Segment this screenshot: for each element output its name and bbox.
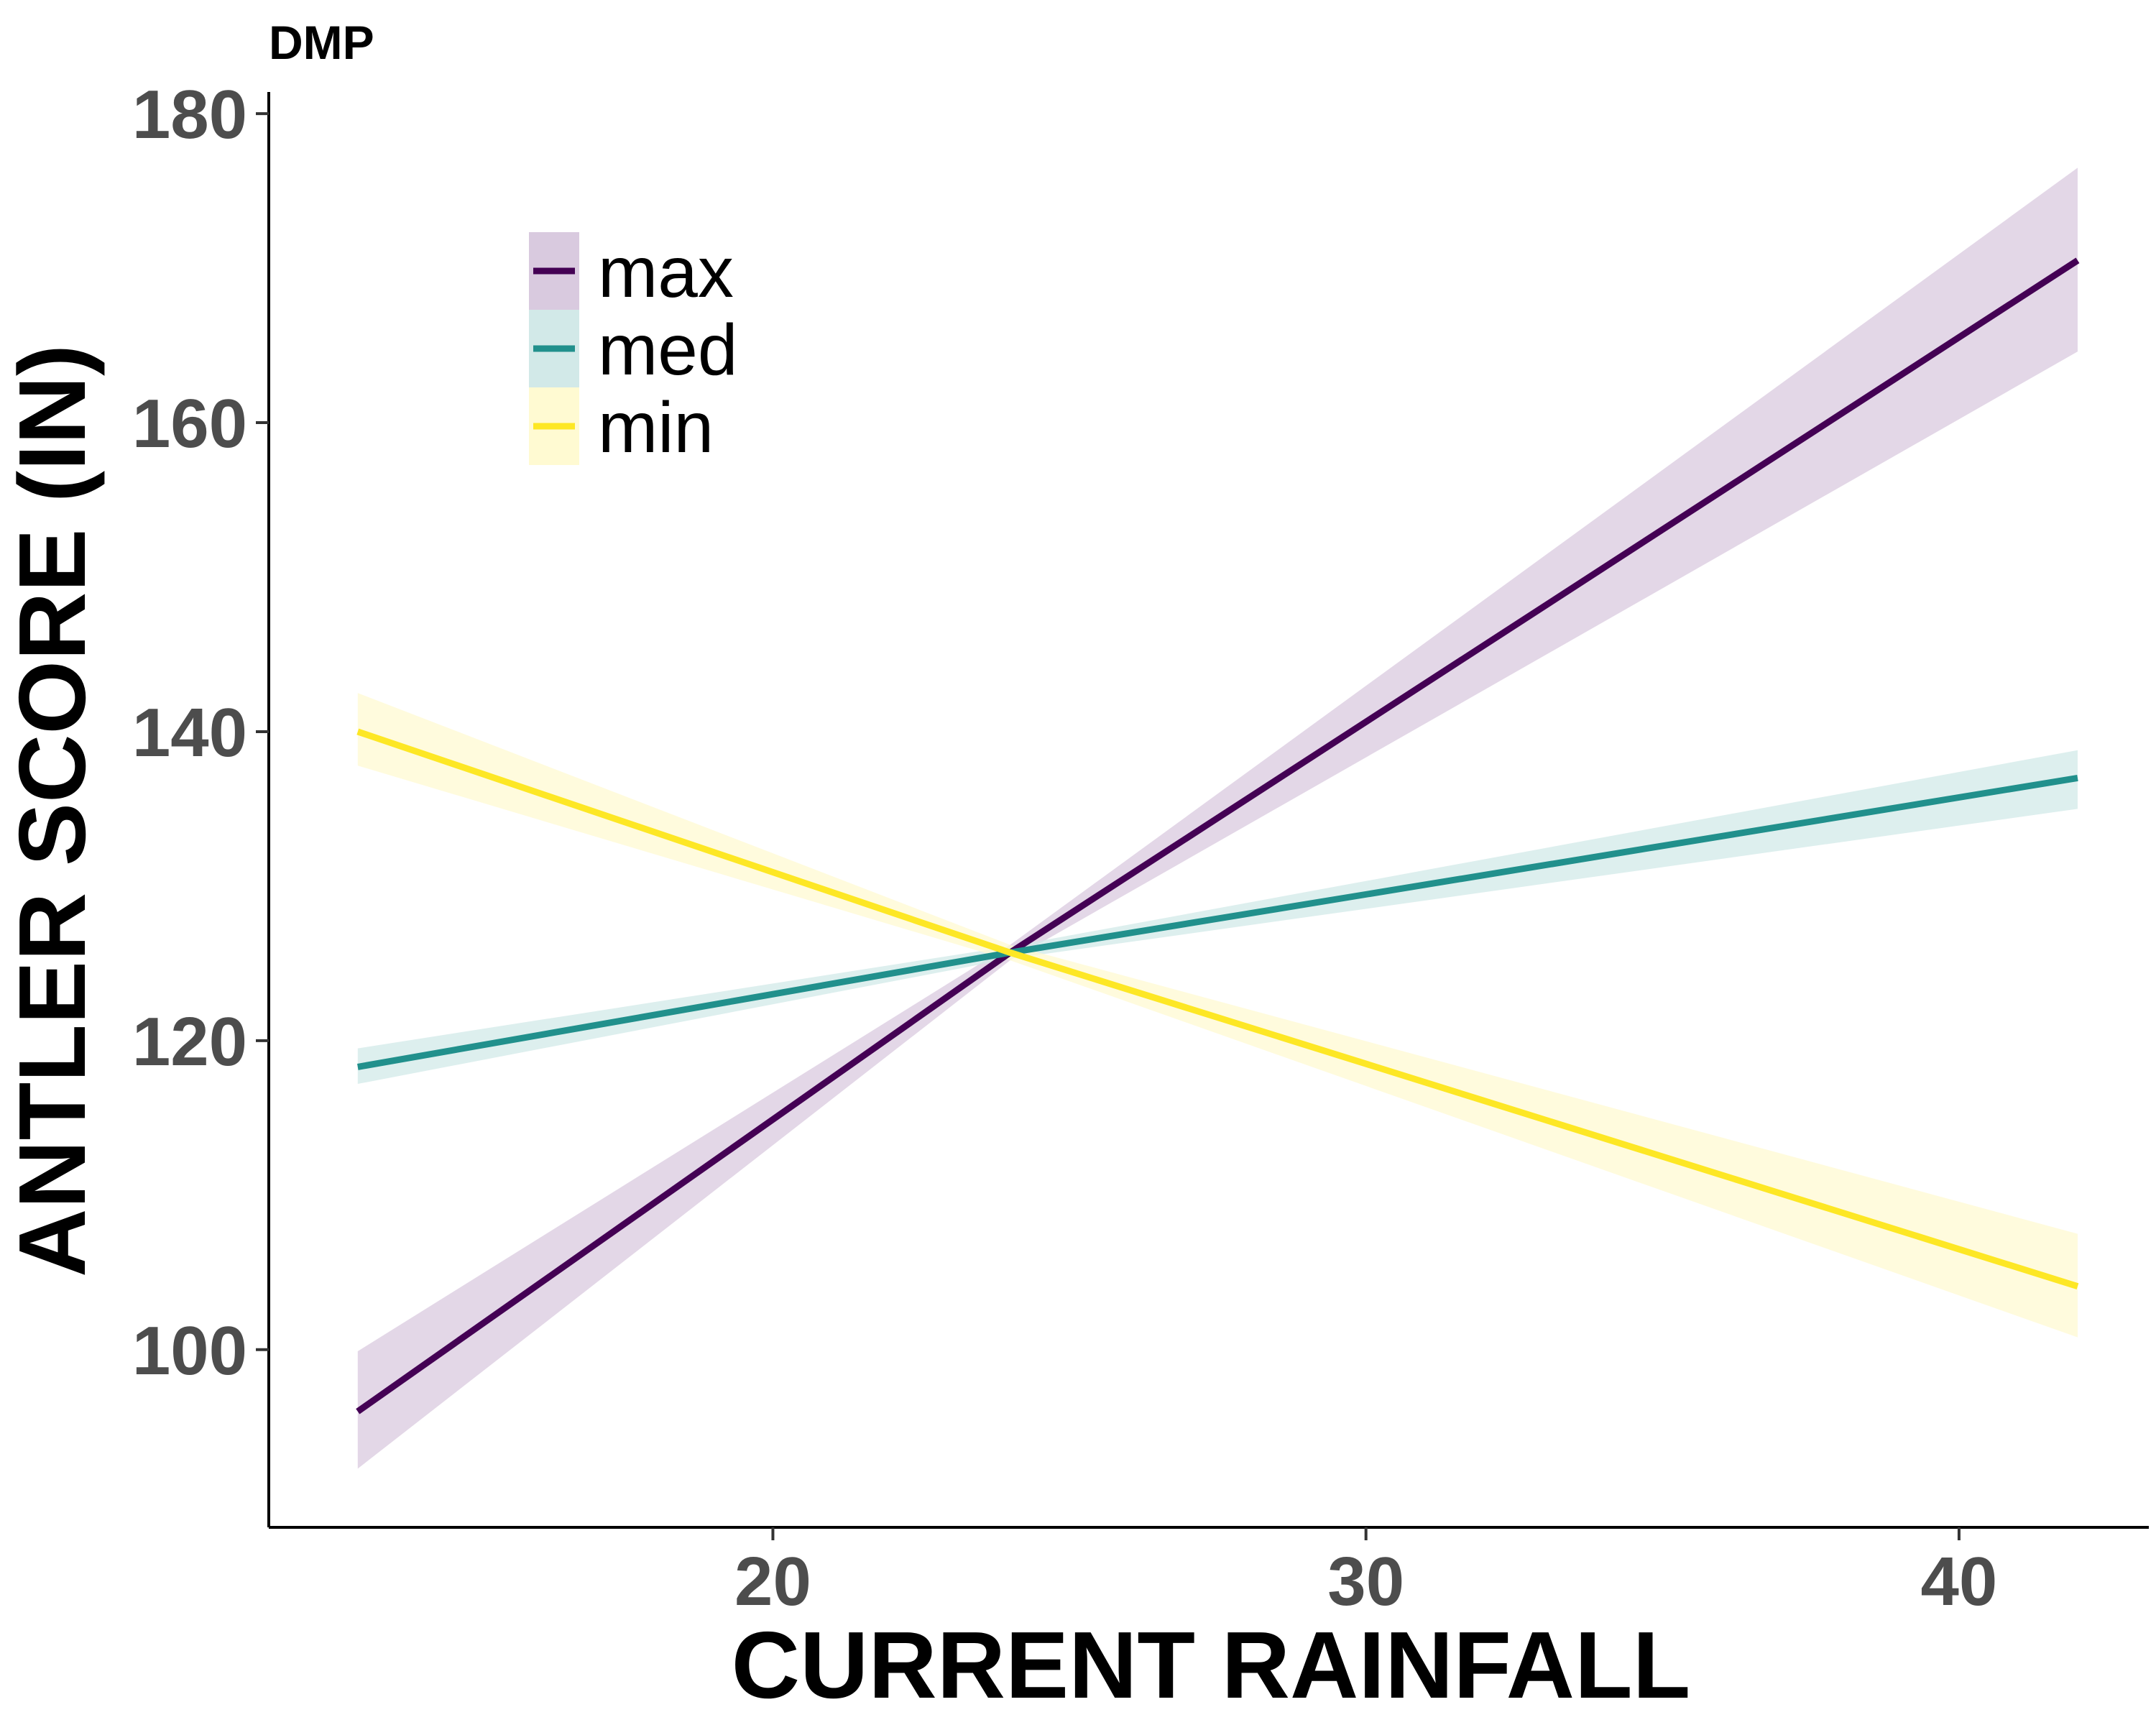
y-tick-label: 160 <box>132 385 247 462</box>
series-line-min <box>356 728 2079 1289</box>
y-axis-title: ANTLER SCORE (IN) <box>0 344 105 1277</box>
panel-tag: DMP <box>269 16 374 69</box>
y-tick-label: 120 <box>132 1003 247 1080</box>
y-tick-label: 100 <box>132 1312 247 1389</box>
x-tick-label: 20 <box>734 1543 811 1620</box>
legend-label-min: min <box>598 387 714 468</box>
y-tick-label: 180 <box>132 76 247 153</box>
x-axis-ticks: 20 30 40 <box>734 1527 1997 1620</box>
y-tick-label: 140 <box>132 694 247 771</box>
y-axis-ticks: 100 120 140 160 180 <box>132 76 269 1389</box>
x-tick-label: 40 <box>1921 1543 1998 1620</box>
x-tick-label: 30 <box>1327 1543 1404 1620</box>
legend-label-med: med <box>598 310 738 390</box>
x-axis-title: CURRENT RAINFALL <box>732 1612 1691 1718</box>
legend-label-max: max <box>598 232 734 313</box>
series-lines <box>356 257 2080 1414</box>
